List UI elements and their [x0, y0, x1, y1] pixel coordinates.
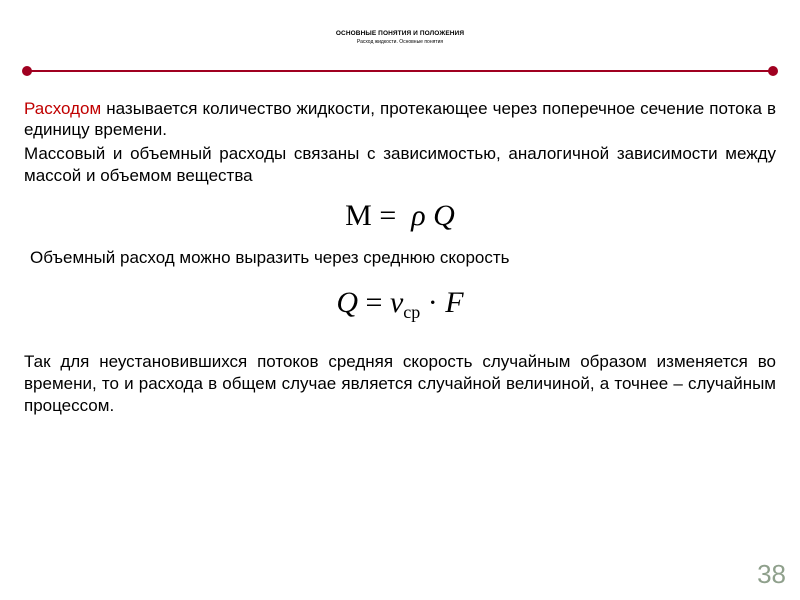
sym-M: M	[345, 199, 372, 232]
sym-v-sub: ср	[403, 302, 420, 322]
paragraph-1: Расходом называется количество жидкости,…	[24, 98, 776, 142]
sym-F: F	[445, 286, 463, 319]
sym-eq2: =	[358, 286, 390, 319]
sym-rho: ρ	[411, 199, 425, 232]
paragraph-4: Так для неустановившихся потоков средняя…	[24, 351, 776, 416]
sym-cdot: ·	[420, 286, 445, 319]
divider-line	[24, 70, 776, 72]
sym-Q1: Q	[433, 199, 455, 232]
divider-rule	[24, 66, 776, 76]
paragraph-1-rest: называется количество жидкости, протекаю…	[24, 99, 776, 140]
header-title-line1: ОСНОВНЫЕ ПОНЯТИЯ И ПОЛОЖЕНИЯ	[336, 30, 464, 37]
page-number: 38	[757, 559, 786, 590]
formula-mass-flow: M = ρ Q	[24, 199, 776, 233]
sym-Q2: Q	[336, 286, 358, 319]
header-title-line2: Расход жидкости. Основные понятия	[0, 40, 800, 46]
sym-eq1: =	[372, 199, 404, 232]
term-rashodom: Расходом	[24, 99, 101, 118]
content-area: Расходом называется количество жидкости,…	[0, 76, 800, 417]
sym-v: v	[390, 286, 403, 319]
divider-dot-right	[768, 66, 778, 76]
paragraph-3: Объемный расход можно выразить через сре…	[24, 247, 776, 269]
formula-volumetric-flow: Q = vср · F	[24, 286, 776, 323]
slide-header: ОСНОВНЫЕ ПОНЯТИЯ И ПОЛОЖЕНИЯ Расход жидк…	[0, 0, 800, 46]
paragraph-2: Массовый и объемный расходы связаны с за…	[24, 143, 776, 187]
divider-dot-left	[22, 66, 32, 76]
